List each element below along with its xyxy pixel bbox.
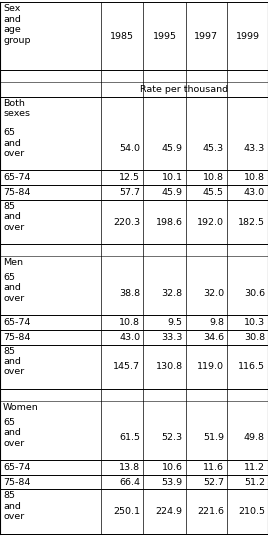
Text: 250.1: 250.1 bbox=[113, 507, 140, 516]
Text: 198.6: 198.6 bbox=[156, 218, 183, 226]
Text: Men: Men bbox=[3, 258, 23, 267]
Text: 45.3: 45.3 bbox=[203, 144, 224, 153]
Text: 38.8: 38.8 bbox=[119, 289, 140, 298]
Text: 145.7: 145.7 bbox=[113, 362, 140, 371]
Text: 130.8: 130.8 bbox=[156, 362, 183, 371]
Text: 61.5: 61.5 bbox=[119, 434, 140, 442]
Text: 75-84: 75-84 bbox=[3, 188, 30, 197]
Text: 54.0: 54.0 bbox=[119, 144, 140, 153]
Text: 9.5: 9.5 bbox=[168, 318, 183, 327]
Text: Both
sexes: Both sexes bbox=[3, 99, 30, 118]
Text: 51.9: 51.9 bbox=[203, 434, 224, 442]
Text: 10.8: 10.8 bbox=[119, 318, 140, 327]
Text: 75-84: 75-84 bbox=[3, 333, 30, 342]
Text: 210.5: 210.5 bbox=[238, 507, 265, 516]
Text: 1997: 1997 bbox=[194, 32, 218, 40]
Text: 11.2: 11.2 bbox=[244, 463, 265, 472]
Text: 116.5: 116.5 bbox=[238, 362, 265, 371]
Text: 1985: 1985 bbox=[110, 32, 134, 40]
Text: 65-74: 65-74 bbox=[3, 463, 30, 472]
Text: 43.0: 43.0 bbox=[244, 188, 265, 197]
Text: 32.0: 32.0 bbox=[203, 289, 224, 298]
Text: 1999: 1999 bbox=[236, 32, 259, 40]
Text: 11.6: 11.6 bbox=[203, 463, 224, 472]
Text: 43.0: 43.0 bbox=[119, 333, 140, 342]
Text: Sex
and
age
group: Sex and age group bbox=[3, 4, 31, 45]
Text: 224.9: 224.9 bbox=[156, 507, 183, 516]
Text: 30.6: 30.6 bbox=[244, 289, 265, 298]
Text: 65
and
over: 65 and over bbox=[3, 129, 24, 158]
Text: 34.6: 34.6 bbox=[203, 333, 224, 342]
Text: 52.7: 52.7 bbox=[203, 477, 224, 487]
Text: 85
and
over: 85 and over bbox=[3, 202, 24, 232]
Text: 65-74: 65-74 bbox=[3, 173, 30, 183]
Text: 85
and
over: 85 and over bbox=[3, 491, 24, 521]
Text: 12.5: 12.5 bbox=[119, 173, 140, 183]
Text: 13.8: 13.8 bbox=[119, 463, 140, 472]
Text: 57.7: 57.7 bbox=[119, 188, 140, 197]
Text: 65
and
over: 65 and over bbox=[3, 273, 24, 303]
Text: 10.8: 10.8 bbox=[203, 173, 224, 183]
Text: 32.8: 32.8 bbox=[162, 289, 183, 298]
Text: 220.3: 220.3 bbox=[113, 218, 140, 226]
Text: 51.2: 51.2 bbox=[244, 477, 265, 487]
Text: 119.0: 119.0 bbox=[197, 362, 224, 371]
Text: 52.3: 52.3 bbox=[162, 434, 183, 442]
Text: 10.3: 10.3 bbox=[244, 318, 265, 327]
Text: 1995: 1995 bbox=[152, 32, 177, 40]
Text: 66.4: 66.4 bbox=[119, 477, 140, 487]
Text: Women: Women bbox=[3, 403, 39, 412]
Text: 221.6: 221.6 bbox=[197, 507, 224, 516]
Text: 9.8: 9.8 bbox=[209, 318, 224, 327]
Text: 43.3: 43.3 bbox=[244, 144, 265, 153]
Text: 45.9: 45.9 bbox=[162, 144, 183, 153]
Text: 75-84: 75-84 bbox=[3, 477, 30, 487]
Text: 10.1: 10.1 bbox=[162, 173, 183, 183]
Text: Rate per thousand: Rate per thousand bbox=[140, 85, 228, 94]
Text: 53.9: 53.9 bbox=[162, 477, 183, 487]
Text: 33.3: 33.3 bbox=[161, 333, 183, 342]
Text: 182.5: 182.5 bbox=[238, 218, 265, 226]
Text: 85
and
over: 85 and over bbox=[3, 347, 24, 376]
Text: 10.8: 10.8 bbox=[244, 173, 265, 183]
Text: 192.0: 192.0 bbox=[197, 218, 224, 226]
Text: 65
and
over: 65 and over bbox=[3, 418, 24, 448]
Text: 10.6: 10.6 bbox=[162, 463, 183, 472]
Text: 45.9: 45.9 bbox=[162, 188, 183, 197]
Text: 49.8: 49.8 bbox=[244, 434, 265, 442]
Text: 65-74: 65-74 bbox=[3, 318, 30, 327]
Text: 30.8: 30.8 bbox=[244, 333, 265, 342]
Text: 45.5: 45.5 bbox=[203, 188, 224, 197]
